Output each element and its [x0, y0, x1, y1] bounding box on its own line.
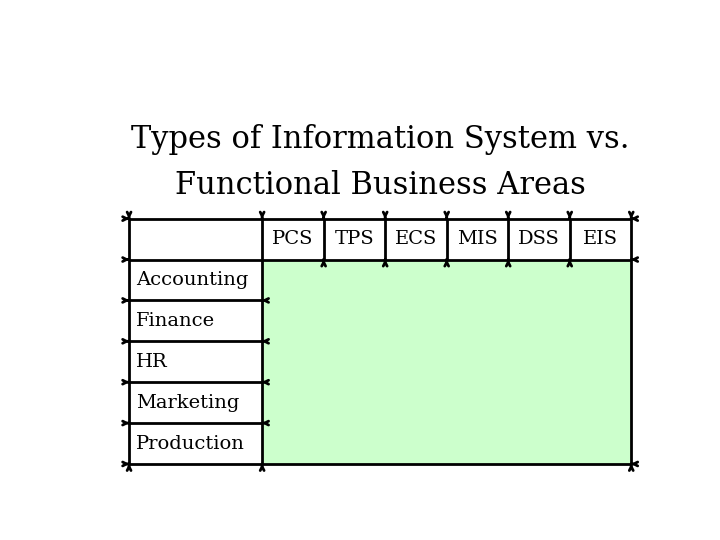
Text: Accounting: Accounting [136, 271, 248, 289]
Text: Finance: Finance [136, 312, 215, 330]
Bar [262, 260, 631, 464]
Text: Marketing: Marketing [136, 394, 239, 411]
Text: Production: Production [136, 435, 245, 453]
Text: ECS: ECS [395, 230, 437, 248]
Text: PCS: PCS [272, 230, 314, 248]
Text: EIS: EIS [583, 230, 618, 248]
Text: Functional Business Areas: Functional Business Areas [175, 170, 585, 201]
Text: HR: HR [136, 353, 168, 371]
Text: Types of Information System vs.: Types of Information System vs. [131, 124, 629, 155]
Text: MIS: MIS [457, 230, 498, 248]
Text: TPS: TPS [335, 230, 374, 248]
Text: DSS: DSS [518, 230, 560, 248]
